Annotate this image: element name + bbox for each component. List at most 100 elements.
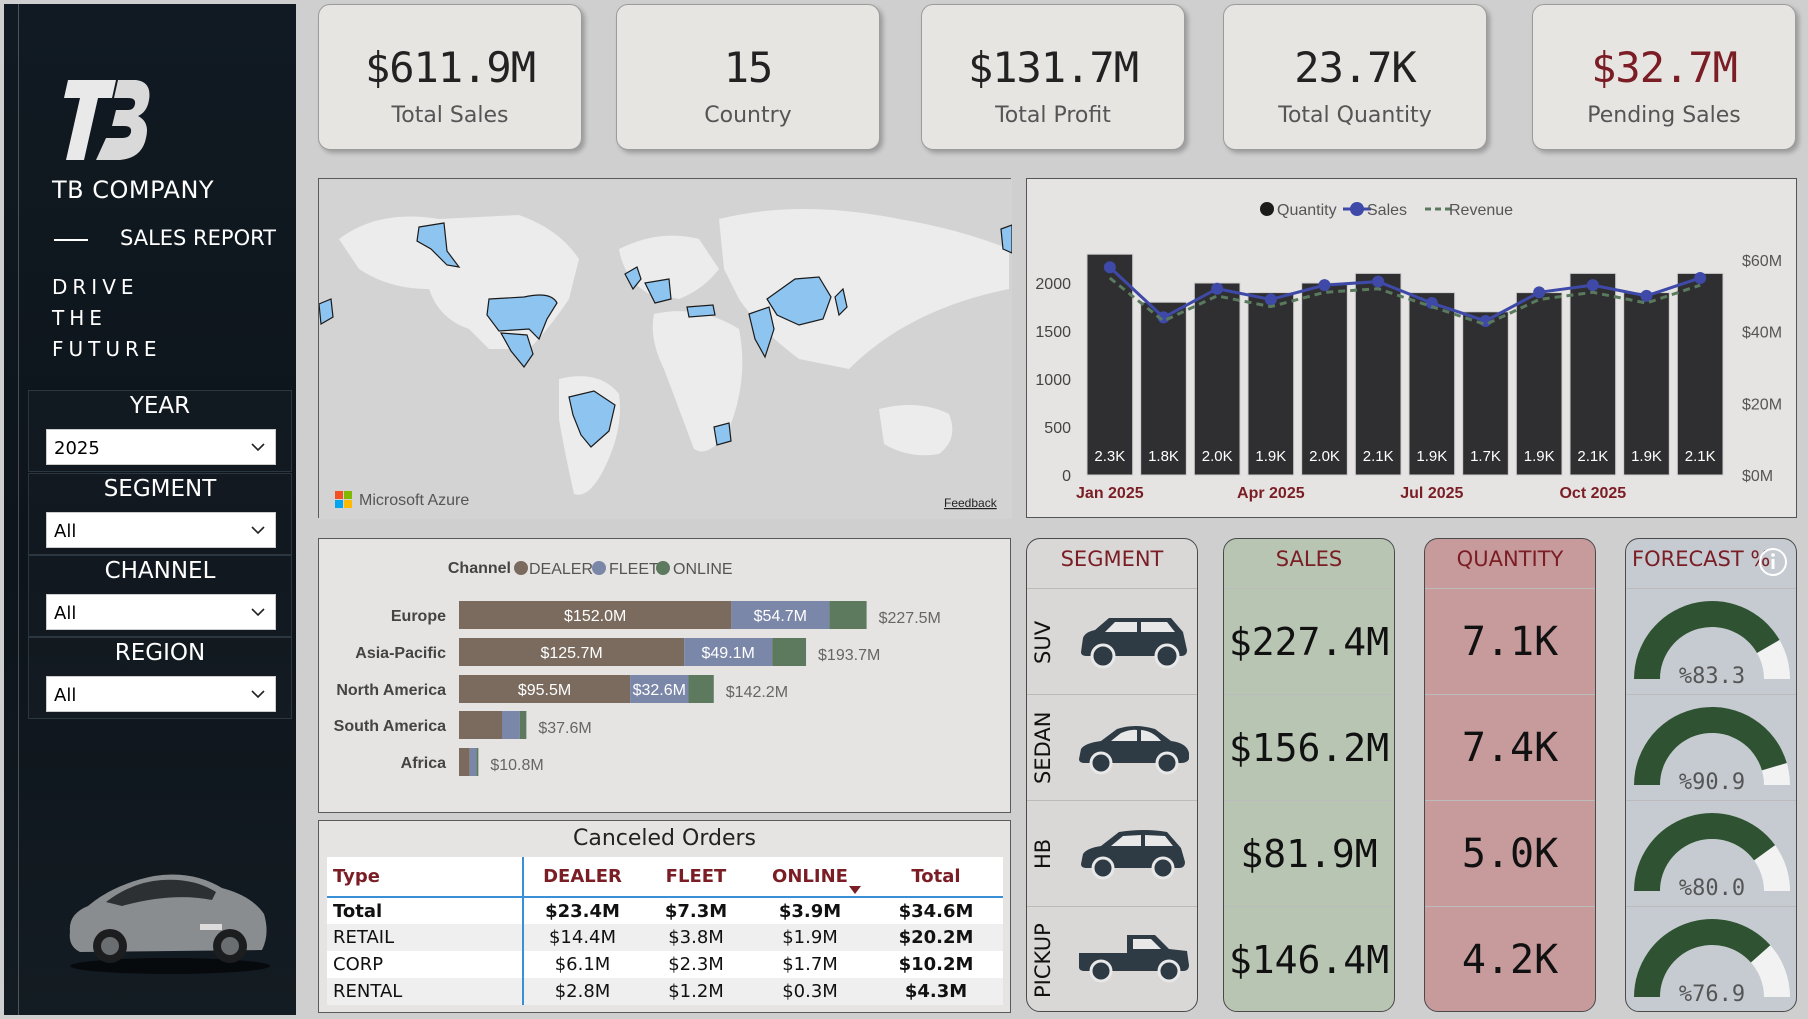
channel-filter-label: CHANNEL <box>104 558 216 584</box>
cell-total: $20.2M <box>869 924 1003 951</box>
x-tick-label: Jul 2025 <box>1400 485 1463 502</box>
legend-title: Channel <box>448 560 511 577</box>
quantity-column: QUANTITY 7.1K 7.4K 5.0K 4.2K <box>1424 538 1596 1012</box>
x-tick-label: Oct 2025 <box>1559 485 1626 502</box>
chevron-down-icon <box>251 690 265 699</box>
bar-quantity <box>1569 272 1617 476</box>
bar-data-label: $54.7M <box>754 608 807 625</box>
cell-fleet: $1.2M <box>641 978 751 1005</box>
bar-data-label: $95.5M <box>518 682 571 699</box>
bar-data-label: 1.8K <box>1148 448 1179 465</box>
table-header-row: Type DEALER FLEET ONLINE Total <box>327 857 1003 898</box>
car-image <box>69 874 270 974</box>
sales-point <box>1264 293 1277 306</box>
sort-desc-icon <box>849 886 861 894</box>
country-japan <box>834 287 848 317</box>
country-south-africa <box>713 422 732 446</box>
bar-data-label: 1.9K <box>1255 448 1286 465</box>
segment-dropdown[interactable]: All <box>46 512 276 548</box>
country-brazil <box>568 390 616 448</box>
bar-segment-fleet <box>469 748 477 776</box>
year-dropdown[interactable]: 2025 <box>46 429 276 465</box>
legend-marker <box>592 561 606 575</box>
info-icon[interactable] <box>1758 547 1788 577</box>
sales-point <box>1586 279 1599 292</box>
y-tick-label-left: 2000 <box>1035 276 1071 293</box>
category-label: North America <box>336 682 446 699</box>
bar-quantity <box>1676 272 1724 476</box>
cell-online: $3.9M <box>778 900 842 922</box>
quantity-value-suv: 7.1K <box>1461 619 1559 665</box>
bar-total-label: $142.2M <box>726 684 788 701</box>
kpi-label: Country <box>704 103 792 128</box>
column-header-fleet[interactable]: FLEET <box>641 857 751 898</box>
channel-filter: CHANNEL All <box>28 555 292 637</box>
column-header-online[interactable]: ONLINE <box>751 857 869 898</box>
bar-quantity <box>1354 272 1402 476</box>
channel-dropdown-value: All <box>54 603 77 624</box>
forecast-gauge-sedan: %90.9 <box>1634 707 1790 795</box>
legend-label: FLEET <box>609 561 659 578</box>
region-filter-label: REGION <box>114 640 206 666</box>
y-tick-label-left: 500 <box>1044 420 1071 437</box>
kpi-label: Total Profit <box>995 103 1111 128</box>
sales-point <box>1425 297 1438 310</box>
year-filter-label: YEAR <box>129 393 191 419</box>
map-feedback-link[interactable]: Feedback <box>944 496 998 510</box>
bar-total-label: $37.6M <box>538 720 591 737</box>
bar-segment-dealer <box>459 748 470 776</box>
channel-dropdown[interactable]: All <box>46 594 276 630</box>
country-mexico <box>499 332 534 368</box>
segment-name-pickup: PICKUP <box>1031 923 1055 999</box>
table-row: RENTAL $2.8M $1.2M $0.3M $4.3M <box>327 978 1003 1005</box>
hatchback-icon <box>1081 830 1185 880</box>
sales-header: SALES <box>1275 547 1343 571</box>
world-map[interactable]: Microsoft Azure Feedback <box>318 179 1013 519</box>
bar-quantity <box>1623 292 1670 476</box>
forecast-label-sedan: %90.9 <box>1679 770 1745 795</box>
bar-quantity <box>1247 292 1295 476</box>
canceled-orders-panel: Canceled Orders Type DEALER FLEET ONLINE… <box>318 820 1011 1013</box>
kpi-value: 15 <box>723 43 774 92</box>
sidebar: TB COMPANY SALES REPORT DRIVE THE FUTURE… <box>4 4 296 1015</box>
cell-total: $4.3M <box>869 978 1003 1005</box>
land-masses <box>339 209 1009 495</box>
kpi-total-quantity: 23.7K Total Quantity <box>1223 4 1487 150</box>
column-header-dealer[interactable]: DEALER <box>523 857 641 898</box>
sales-point <box>1372 275 1385 288</box>
chart-legend: Quantity Sales Revenue <box>1260 202 1513 219</box>
bar-total-label: $10.8M <box>490 757 543 774</box>
kpi-total-profit: $131.7M Total Profit <box>921 4 1185 150</box>
sales-map[interactable]: Microsoft Azure Feedback <box>318 178 1013 519</box>
bar-data-label: 2.1K <box>1363 448 1394 465</box>
cell-type: RETAIL <box>327 924 524 951</box>
bar-segment-online <box>829 601 867 629</box>
sedan-icon <box>1079 726 1189 775</box>
column-header-total[interactable]: Total <box>869 857 1003 898</box>
chevron-down-icon <box>251 608 265 617</box>
legend-marker <box>1350 202 1364 216</box>
quantity-value-hb: 5.0K <box>1461 831 1559 877</box>
forecast-gauge-pickup: %76.9 <box>1634 919 1790 1007</box>
bar-total-label: $193.7M <box>818 647 880 664</box>
legend-marker <box>1260 202 1274 216</box>
sales-point <box>1318 279 1331 292</box>
column-header-type[interactable]: Type <box>327 857 524 898</box>
bar-quantity <box>1408 292 1456 476</box>
forecast-gauge-hb: %80.0 <box>1634 813 1790 901</box>
quantity-header: QUANTITY <box>1456 547 1564 571</box>
segment-dropdown-value: All <box>54 521 77 542</box>
segment-header: SEGMENT <box>1060 547 1164 571</box>
cell-type: RENTAL <box>327 978 524 1005</box>
legend-label: Sales <box>1367 202 1407 219</box>
bar-segment-fleet <box>684 638 773 666</box>
sales-point <box>1211 282 1224 295</box>
column-header-online-label: ONLINE <box>772 866 848 887</box>
canceled-orders-table: Type DEALER FLEET ONLINE Total Total $23… <box>327 857 1003 1005</box>
sales-column: SALES $227.4M $156.2M $81.9M $146.4M <box>1223 538 1395 1012</box>
title-dash <box>54 239 88 241</box>
bar-data-label: 2.0K <box>1309 448 1340 465</box>
bar-quantity <box>1301 282 1348 476</box>
region-dropdown[interactable]: All <box>46 676 276 712</box>
kpi-value: $32.7M <box>1591 43 1738 92</box>
